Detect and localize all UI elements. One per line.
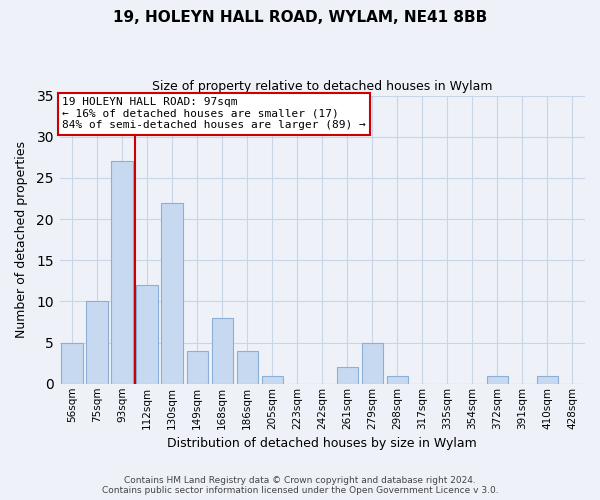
Bar xyxy=(161,202,183,384)
Bar xyxy=(386,376,408,384)
Bar xyxy=(212,318,233,384)
Bar xyxy=(61,342,83,384)
Bar xyxy=(187,351,208,384)
Text: 19, HOLEYN HALL ROAD, WYLAM, NE41 8BB: 19, HOLEYN HALL ROAD, WYLAM, NE41 8BB xyxy=(113,10,487,25)
Bar xyxy=(112,162,133,384)
Text: Contains HM Land Registry data © Crown copyright and database right 2024.
Contai: Contains HM Land Registry data © Crown c… xyxy=(101,476,499,495)
Text: 19 HOLEYN HALL ROAD: 97sqm
← 16% of detached houses are smaller (17)
84% of semi: 19 HOLEYN HALL ROAD: 97sqm ← 16% of deta… xyxy=(62,97,366,130)
Bar xyxy=(262,376,283,384)
Bar xyxy=(337,368,358,384)
Bar xyxy=(136,285,158,384)
Title: Size of property relative to detached houses in Wylam: Size of property relative to detached ho… xyxy=(152,80,493,93)
Bar xyxy=(362,342,383,384)
Bar xyxy=(86,302,107,384)
Bar xyxy=(487,376,508,384)
Bar xyxy=(537,376,558,384)
X-axis label: Distribution of detached houses by size in Wylam: Distribution of detached houses by size … xyxy=(167,437,477,450)
Bar xyxy=(236,351,258,384)
Y-axis label: Number of detached properties: Number of detached properties xyxy=(15,141,28,338)
